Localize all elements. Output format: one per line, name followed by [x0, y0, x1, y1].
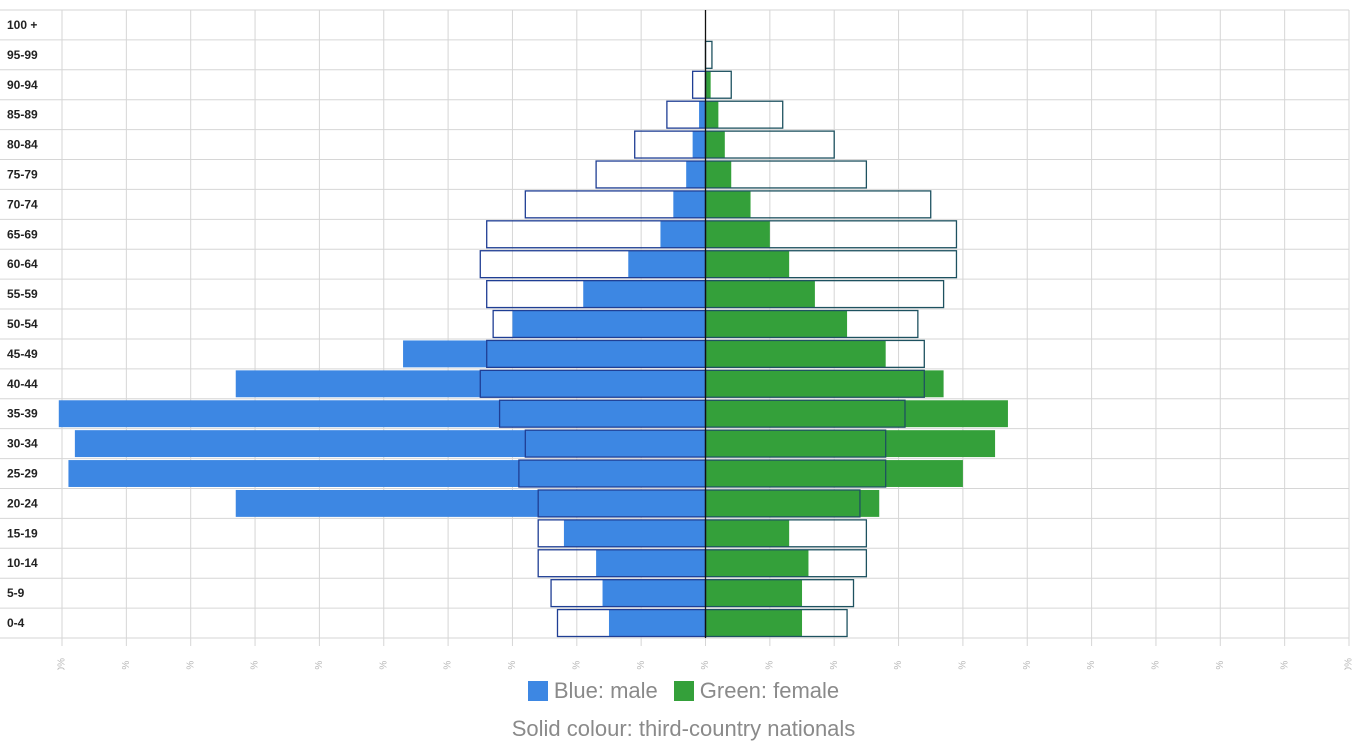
age-group-label: 15-19 [7, 526, 38, 540]
bar-male-outline [691, 70, 707, 99]
bar-male-solid [602, 579, 706, 607]
bar-female-solid [705, 549, 809, 577]
bar-male-solid [608, 609, 706, 637]
legend: Blue: male Green: female [0, 678, 1367, 704]
legend-label-male: Blue: male [553, 678, 658, 703]
bar-male-solid [596, 549, 706, 577]
bar-female-solid [705, 519, 790, 547]
age-group-label: 45-49 [7, 347, 38, 361]
x-tick-label: 6% [314, 661, 325, 670]
age-group-label: 40-44 [7, 377, 38, 391]
bar-male-solid [673, 190, 706, 218]
age-group-label: 80-84 [7, 138, 38, 152]
bar-female-solid [705, 340, 886, 368]
bar-female-solid [705, 190, 751, 218]
bar-female-solid [705, 131, 725, 159]
bar-female-solid [705, 71, 711, 99]
bar-male-solid [699, 101, 706, 129]
age-group-label: 5-9 [7, 586, 25, 600]
x-tick-label: 7% [1151, 661, 1162, 670]
bar-female-solid [705, 460, 963, 487]
age-group-label: 0-4 [7, 616, 25, 630]
bar-male-solid [563, 519, 706, 547]
legend-swatch-male [527, 681, 548, 701]
bar-male-solid [512, 310, 706, 338]
bar-female-solid [705, 101, 719, 129]
bar-female-outline [704, 40, 713, 69]
bar-male-solid [235, 370, 706, 398]
chart-canvas: 0-4 5-9 10-14 15-19 20-24 25-29 30-34 35-39 40-4… [0, 9, 1355, 678]
x-tick-label: 7% [250, 661, 261, 670]
x-tick-label: 9% [1279, 661, 1290, 670]
bar-male-solid [686, 161, 706, 188]
legend-item-female: Green: female [673, 678, 840, 704]
x-tick-label: 0% [700, 661, 711, 670]
bar-male-solid [692, 131, 706, 159]
legend-item-male: Blue: male [527, 678, 658, 704]
bar-male-solid [58, 400, 706, 428]
bar-male-solid [74, 430, 706, 458]
bar-female-solid [705, 310, 848, 338]
legend-note: Solid colour: third-country nationals [511, 716, 856, 741]
bar-female-solid [705, 370, 944, 398]
x-tick-label: 6% [1086, 661, 1097, 670]
age-group-label: 60-64 [7, 257, 38, 271]
bar-male-solid [68, 460, 706, 487]
bar-female-solid [705, 579, 803, 607]
age-group-label: 75-79 [7, 167, 38, 181]
bar-female-solid [705, 250, 790, 278]
age-group-label: 55-59 [7, 287, 38, 301]
x-tick-label: 4% [958, 661, 969, 670]
bar-male-solid [628, 250, 706, 278]
x-tick-label: 1% [636, 661, 647, 670]
bar-female-solid [705, 280, 815, 308]
age-group-label: 50-54 [7, 317, 38, 331]
bar-female-solid [705, 430, 996, 458]
age-group-label: 20-24 [7, 496, 38, 510]
x-tick-label: 2% [829, 661, 840, 670]
legend-label-female: Green: female [699, 678, 840, 703]
age-group-label: 30-34 [7, 437, 38, 451]
x-tick-label: 5% [1022, 661, 1033, 670]
x-tick-label: 3% [507, 661, 518, 670]
legend-swatch-female [673, 681, 694, 701]
x-tick-label: 5% [378, 661, 389, 670]
bar-female-solid [705, 609, 803, 637]
age-group-label: 35-39 [7, 407, 38, 421]
age-group-label: 65-69 [7, 227, 38, 241]
x-tick-label: 9% [121, 661, 132, 670]
age-group-label: 90-94 [7, 78, 38, 92]
bar-female-solid [705, 400, 1008, 428]
x-tick-label: 10% [1344, 658, 1355, 670]
x-tick-label: 8% [1215, 661, 1226, 670]
x-tick-label: 3% [893, 661, 904, 670]
bar-male-solid [403, 340, 706, 368]
bar-male-solid [235, 489, 706, 517]
age-group-label: 95-99 [7, 48, 38, 62]
bar-male-solid [583, 280, 706, 308]
bar-female-solid [705, 489, 880, 517]
age-group-label: 100 + [7, 18, 37, 32]
age-group-label: 10-14 [7, 556, 38, 570]
x-tick-label: 2% [571, 661, 582, 670]
bar-female-solid [705, 161, 732, 188]
age-group-label: 25-29 [7, 467, 38, 481]
age-group-label: 70-74 [7, 197, 38, 211]
bar-male-solid [660, 220, 706, 248]
x-tick-label: 10% [57, 658, 68, 670]
x-tick-label: 8% [185, 661, 196, 670]
bar-female-solid [705, 220, 770, 248]
age-group-label: 85-89 [7, 108, 38, 122]
x-tick-label: 1% [764, 661, 775, 670]
x-tick-label: 4% [443, 661, 454, 670]
